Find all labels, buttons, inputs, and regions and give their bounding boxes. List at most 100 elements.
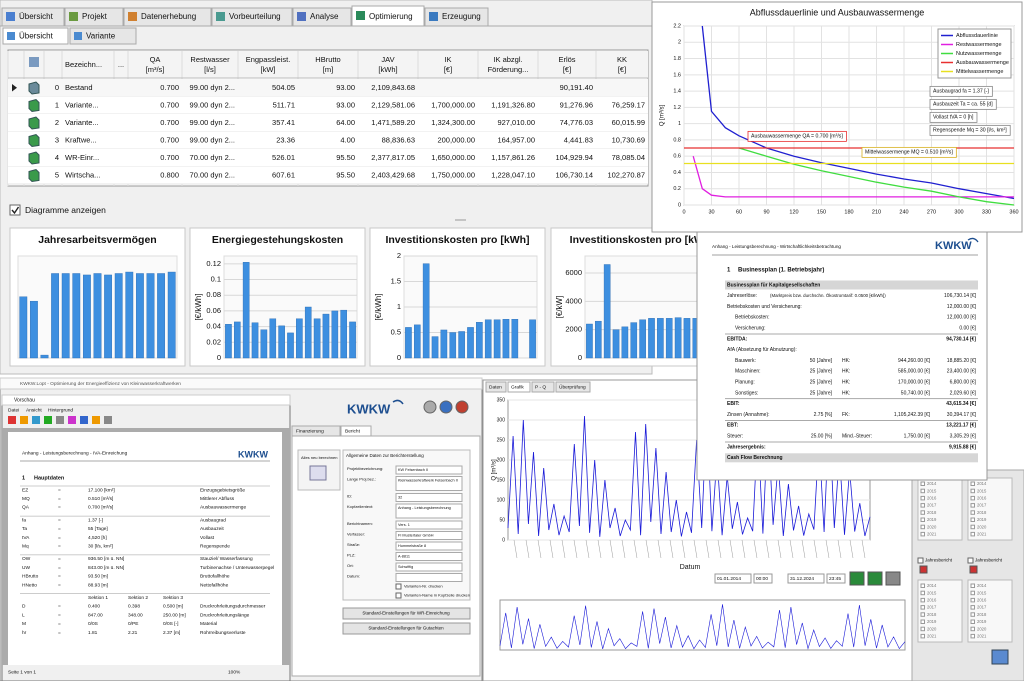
checkbox[interactable] (920, 597, 925, 603)
year-item[interactable]: 2021 (977, 532, 987, 537)
checkbox[interactable] (970, 619, 975, 624)
year-item[interactable]: 2017 (927, 503, 937, 508)
checkbox[interactable] (920, 517, 925, 522)
year-item[interactable]: 2014 (927, 583, 937, 588)
checkbox[interactable] (970, 481, 975, 486)
button[interactable] (919, 565, 928, 574)
tab[interactable] (485, 381, 507, 393)
checkbox[interactable] (920, 510, 925, 515)
tab-label[interactable]: P - Q (535, 384, 546, 390)
export-button[interactable] (991, 649, 1009, 665)
tab[interactable] (531, 381, 555, 393)
menu-item[interactable]: Ansicht (26, 407, 42, 413)
year-item[interactable]: 2021 (927, 634, 937, 639)
toolbar-icon[interactable] (56, 416, 64, 424)
table-row[interactable] (8, 79, 648, 97)
tab-label[interactable]: Übersicht (19, 12, 54, 21)
date-input[interactable] (826, 573, 846, 584)
toolbar-icon[interactable] (20, 416, 28, 424)
year-item[interactable]: 2021 (927, 532, 937, 537)
date-value[interactable]: 31.12.2024 (790, 576, 814, 582)
checkbox[interactable] (395, 592, 402, 599)
checkbox[interactable] (395, 583, 402, 590)
subtab[interactable] (2, 27, 69, 45)
checkbox[interactable] (970, 495, 975, 501)
text-input[interactable] (395, 476, 463, 491)
year-item[interactable]: 2016 (927, 496, 937, 501)
toolbar-button[interactable] (867, 571, 883, 586)
checkbox[interactable] (920, 633, 925, 639)
year-item[interactable]: 2017 (927, 605, 937, 610)
year-item[interactable]: 2020 (977, 626, 987, 631)
tab-label[interactable]: Optimierung (369, 12, 413, 21)
tab-label[interactable]: Daten (489, 384, 502, 390)
year-item[interactable]: 2018 (977, 612, 987, 617)
toolbar-button[interactable] (439, 400, 453, 414)
tab[interactable] (555, 381, 591, 393)
tab-label[interactable]: Erzeugung (442, 12, 481, 21)
checkbox[interactable] (920, 481, 925, 486)
tab[interactable] (507, 381, 531, 393)
year-item[interactable]: 2021 (977, 634, 987, 639)
subtab[interactable] (69, 27, 137, 45)
subtab-label[interactable]: Übersicht (19, 32, 54, 41)
checkbox-label[interactable]: Diagramme anzeigen (25, 205, 106, 215)
text-input[interactable] (395, 503, 463, 519)
checkbox[interactable] (970, 524, 975, 530)
checkbox[interactable] (920, 503, 925, 508)
text-input[interactable] (395, 493, 463, 502)
year-item[interactable]: 2019 (927, 517, 937, 522)
checkbox[interactable] (920, 495, 925, 501)
button-label[interactable]: Standard-Einstellungen für Gutachten (368, 626, 444, 631)
checkbox[interactable] (970, 633, 975, 639)
tab-label[interactable]: Analyse (310, 12, 339, 21)
table-row[interactable] (8, 114, 648, 132)
text-input[interactable] (395, 562, 463, 572)
year-item[interactable]: 2018 (927, 612, 937, 617)
checkbox[interactable] (970, 531, 975, 537)
toolbar-icon[interactable] (104, 416, 112, 424)
checkbox[interactable] (917, 557, 924, 564)
toolbar-icon[interactable] (80, 416, 88, 424)
checkbox[interactable] (970, 517, 975, 522)
checkbox-label[interactable]: Jahresbericht (975, 558, 1003, 563)
toolbar-button[interactable] (423, 400, 437, 414)
checkbox[interactable] (920, 583, 925, 588)
toolbar-icon[interactable] (92, 416, 100, 424)
year-item[interactable]: 2016 (977, 598, 987, 603)
year-item[interactable]: 2016 (927, 598, 937, 603)
tab-label[interactable]: Bericht (345, 428, 361, 434)
text-input[interactable] (395, 573, 463, 582)
toolbar-button[interactable] (849, 571, 865, 586)
date-value[interactable]: 00:00 (756, 576, 768, 582)
checkbox[interactable] (970, 590, 975, 596)
table-row[interactable] (8, 166, 648, 185)
menu-item[interactable]: Hintergrund (48, 407, 73, 413)
checkbox[interactable] (920, 590, 925, 596)
checkbox-label[interactable]: Varianten-Name in Kopfzeile drucken (404, 593, 470, 598)
checkbox[interactable] (970, 488, 975, 494)
year-item[interactable]: 2016 (977, 496, 987, 501)
button[interactable] (342, 622, 471, 635)
table-row[interactable] (8, 96, 648, 115)
button[interactable] (969, 565, 978, 574)
table-row[interactable] (8, 131, 648, 150)
year-item[interactable]: 2019 (977, 517, 987, 522)
checkbox[interactable] (970, 503, 975, 508)
year-item[interactable]: 2020 (927, 626, 937, 631)
year-item[interactable]: 2015 (977, 590, 987, 595)
toolbar-icon[interactable] (44, 416, 52, 424)
text-input[interactable] (395, 531, 463, 540)
tab-label[interactable]: Grafik (511, 384, 524, 390)
menu-item[interactable]: Datei (8, 407, 19, 413)
year-item[interactable]: 2019 (977, 619, 987, 624)
year-item[interactable]: 2014 (977, 481, 987, 486)
checkbox[interactable] (970, 626, 975, 632)
year-item[interactable]: 2018 (927, 510, 937, 515)
tab-label[interactable]: Vorbeurteilung (229, 12, 281, 21)
checkbox[interactable] (970, 510, 975, 515)
year-item[interactable]: 2018 (977, 510, 987, 515)
checkbox[interactable] (970, 612, 975, 617)
year-item[interactable]: 2019 (927, 619, 937, 624)
date-value[interactable]: 01.01.2014 (717, 576, 741, 582)
